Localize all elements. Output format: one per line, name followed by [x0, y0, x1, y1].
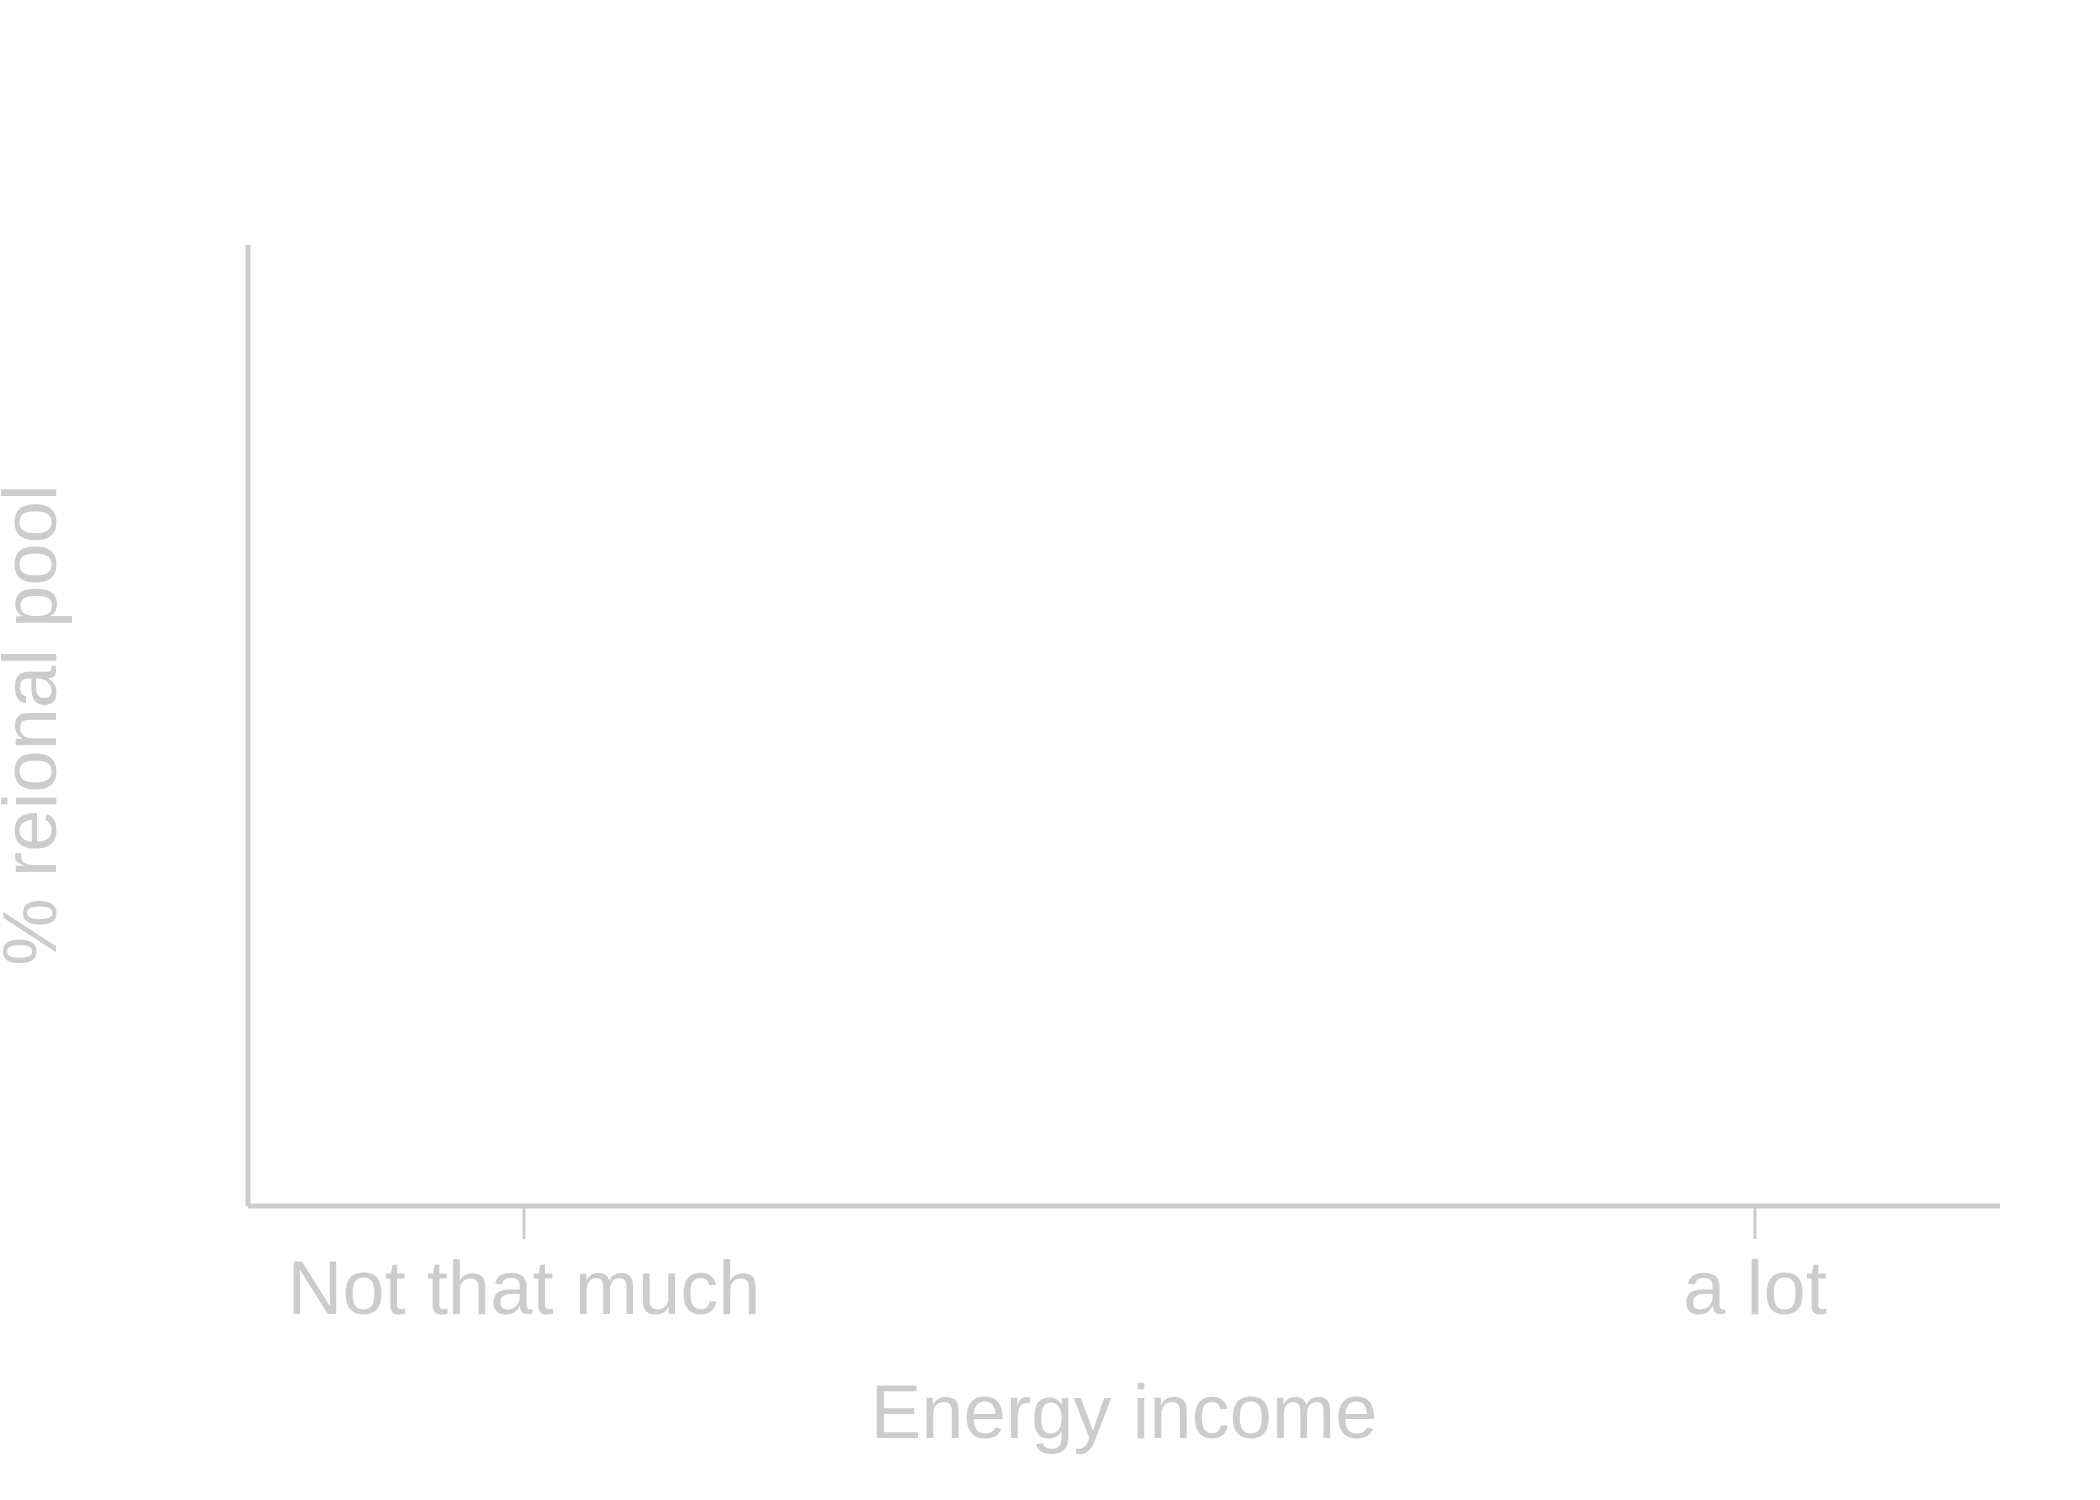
y-axis-label: % reional pool — [0, 484, 73, 966]
x-tick-label: a lot — [1683, 1246, 1827, 1331]
x-tick-label: Not that much — [287, 1246, 760, 1331]
x-axis-label: Energy income — [871, 1370, 1378, 1455]
x-ticks: Not that much a lot — [287, 1206, 1827, 1331]
plot-area — [245, 245, 2000, 1209]
